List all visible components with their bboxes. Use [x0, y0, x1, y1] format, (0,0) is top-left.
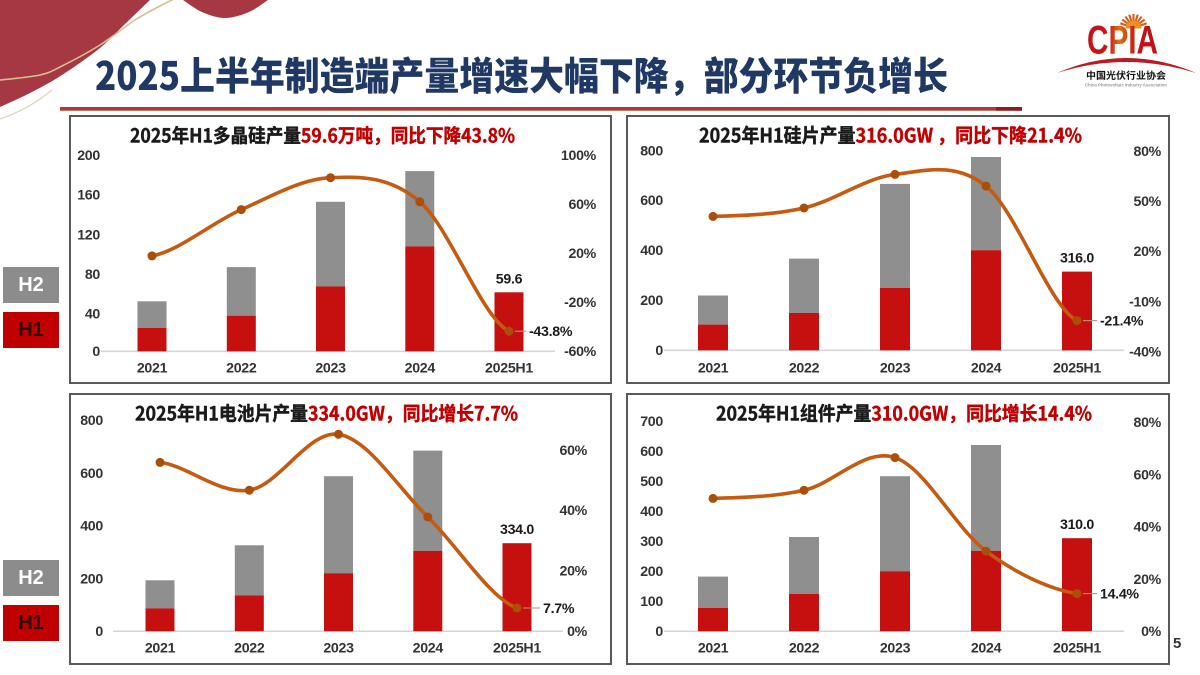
- svg-text:14.4%: 14.4%: [1100, 586, 1139, 602]
- svg-text:2021: 2021: [698, 641, 729, 657]
- svg-text:100: 100: [640, 594, 663, 610]
- svg-text:2025H1: 2025H1: [1053, 361, 1101, 377]
- svg-text:334.0: 334.0: [500, 522, 534, 538]
- svg-text:2024: 2024: [405, 361, 436, 377]
- svg-text:60%: 60%: [1134, 467, 1162, 483]
- svg-text:0: 0: [655, 343, 663, 359]
- svg-text:200: 200: [640, 564, 663, 580]
- svg-text:2023: 2023: [323, 641, 354, 657]
- svg-text:2021: 2021: [145, 641, 176, 657]
- svg-text:2025H1: 2025H1: [485, 361, 533, 377]
- svg-text:2025H1: 2025H1: [493, 641, 541, 657]
- svg-text:59.6: 59.6: [496, 271, 523, 287]
- svg-text:600: 600: [640, 444, 663, 460]
- svg-text:800: 800: [80, 413, 103, 429]
- svg-text:60%: 60%: [560, 443, 588, 459]
- svg-text:316.0: 316.0: [1060, 251, 1094, 267]
- svg-text:80: 80: [85, 267, 101, 283]
- svg-text:400: 400: [640, 504, 663, 520]
- svg-text:0: 0: [92, 344, 100, 360]
- svg-text:2024: 2024: [413, 641, 444, 657]
- svg-text:2021: 2021: [698, 361, 729, 377]
- svg-text:200: 200: [640, 293, 663, 309]
- svg-text:CPIA: CPIA: [1087, 19, 1158, 63]
- svg-text:310.0: 310.0: [1060, 517, 1094, 533]
- svg-text:120: 120: [77, 227, 100, 243]
- svg-text:20%: 20%: [560, 564, 588, 580]
- svg-text:400: 400: [640, 243, 663, 259]
- svg-text:200: 200: [77, 148, 100, 164]
- svg-text:80%: 80%: [1134, 144, 1162, 160]
- svg-text:500: 500: [640, 474, 663, 490]
- svg-text:200: 200: [80, 571, 103, 587]
- svg-text:0: 0: [655, 624, 663, 640]
- svg-text:2022: 2022: [234, 641, 265, 657]
- svg-text:600: 600: [640, 193, 663, 209]
- svg-text:2024: 2024: [971, 641, 1002, 657]
- svg-text:0%: 0%: [1141, 624, 1162, 640]
- svg-text:50%: 50%: [1134, 194, 1162, 210]
- svg-text:40%: 40%: [1134, 520, 1162, 536]
- svg-text:China Photovoltaic Industry As: China Photovoltaic Industry Association: [1085, 83, 1167, 88]
- svg-text:2023: 2023: [315, 361, 346, 377]
- svg-text:-43.8%: -43.8%: [529, 324, 573, 340]
- svg-text:2023: 2023: [880, 641, 911, 657]
- svg-text:-40%: -40%: [1129, 345, 1162, 361]
- svg-text:0: 0: [95, 624, 103, 640]
- svg-text:2023: 2023: [880, 361, 911, 377]
- svg-text:2024: 2024: [971, 361, 1002, 377]
- svg-text:2022: 2022: [789, 641, 820, 657]
- svg-text:0%: 0%: [567, 624, 588, 640]
- svg-text:-21.4%: -21.4%: [1100, 313, 1144, 329]
- svg-text:-10%: -10%: [1129, 294, 1162, 310]
- svg-text:700: 700: [640, 414, 663, 430]
- svg-text:20%: 20%: [1134, 572, 1162, 588]
- svg-text:300: 300: [640, 534, 663, 550]
- svg-text:2025H1: 2025H1: [1053, 641, 1101, 657]
- svg-text:400: 400: [80, 519, 103, 535]
- svg-text:2021: 2021: [137, 361, 168, 377]
- svg-text:160: 160: [77, 188, 100, 204]
- svg-text:20%: 20%: [569, 246, 597, 262]
- svg-text:80%: 80%: [1134, 415, 1162, 431]
- svg-text:600: 600: [80, 466, 103, 482]
- svg-text:800: 800: [640, 143, 663, 159]
- svg-text:7.7%: 7.7%: [543, 601, 575, 617]
- svg-text:-60%: -60%: [564, 344, 597, 360]
- svg-text:20%: 20%: [1134, 244, 1162, 260]
- svg-text:40: 40: [85, 307, 101, 323]
- svg-text:40%: 40%: [560, 503, 588, 519]
- svg-text:-20%: -20%: [564, 295, 597, 311]
- svg-text:2022: 2022: [789, 361, 820, 377]
- svg-text:100%: 100%: [561, 148, 597, 164]
- svg-text:60%: 60%: [569, 197, 597, 213]
- svg-text:2022: 2022: [226, 361, 257, 377]
